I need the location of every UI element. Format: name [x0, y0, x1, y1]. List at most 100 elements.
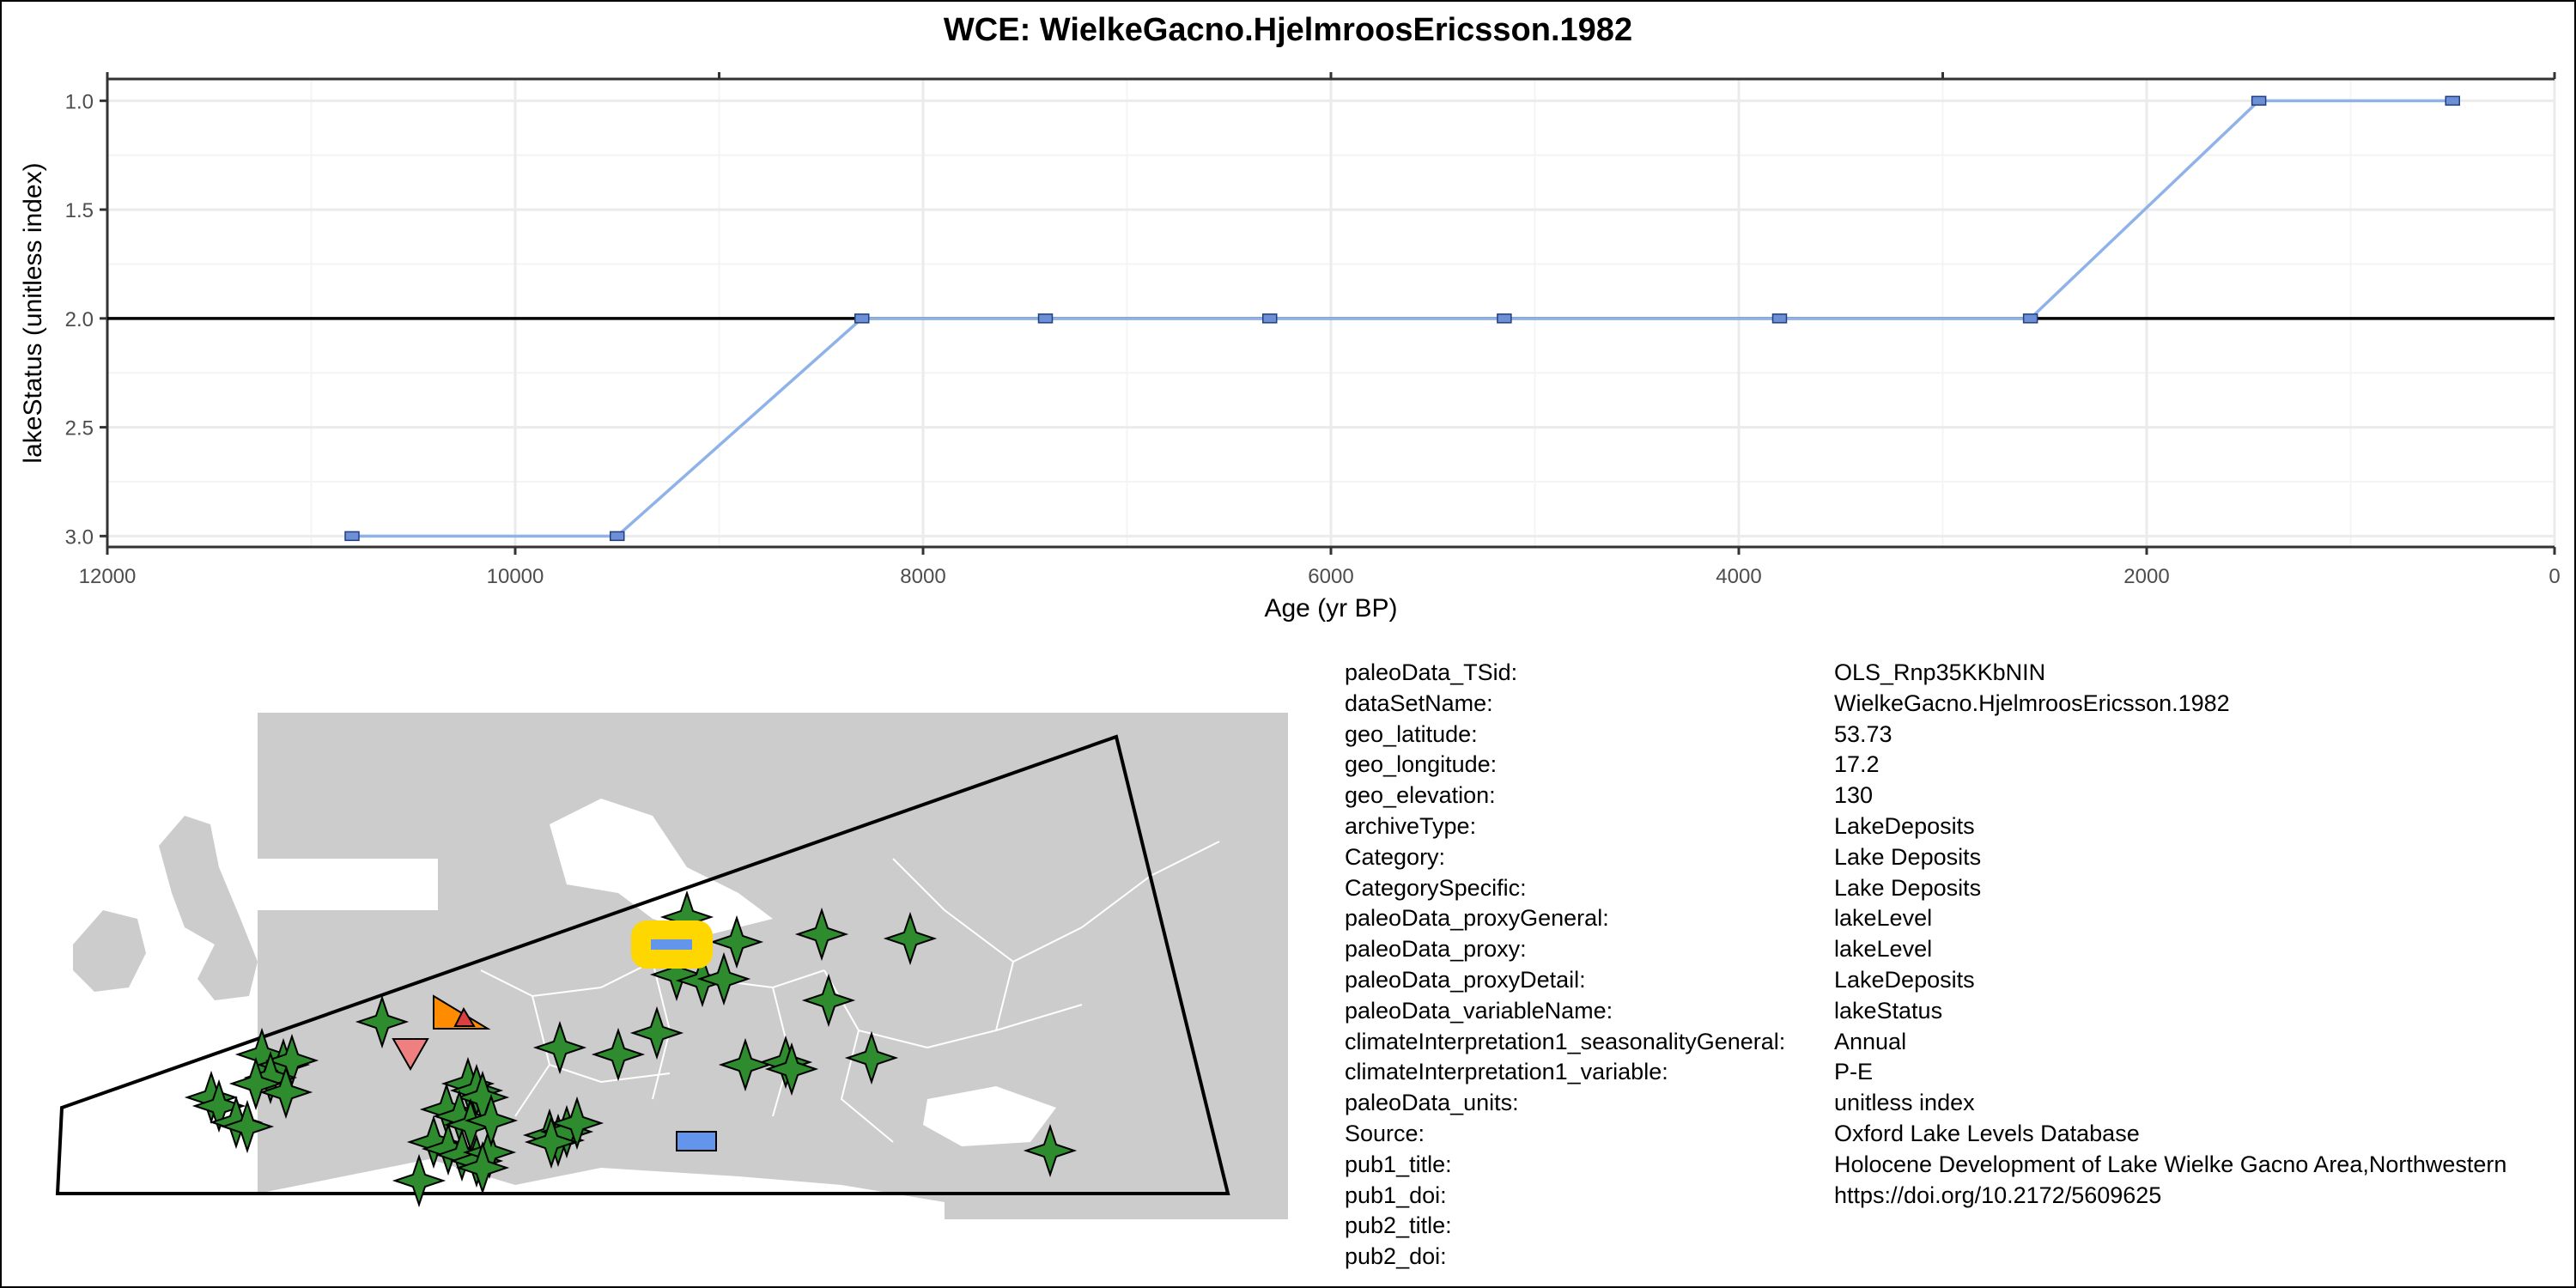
metadata-key: pub1_title: [1345, 1151, 1452, 1177]
site-star-marker [258, 1065, 313, 1120]
metadata-key: climateInterpretation1_variable: [1345, 1059, 1668, 1085]
x-tick-label: 10000 [487, 565, 544, 588]
metadata-row: climateInterpretation1_variable: P-E [1345, 1057, 2573, 1088]
site-star-marker [464, 1093, 519, 1148]
metadata-value: 53.73 [1834, 720, 1893, 747]
metadata-row: climateInterpretation1_seasonalityGenera… [1345, 1027, 2573, 1058]
metadata-row: Source: Oxford Lake Levels Database [1345, 1119, 2573, 1150]
metadata-row: paleoData_TSid: OLS_Rnp35KKbNIN [1345, 658, 2573, 689]
metadata-value: Holocene Development of Lake Wielke Gacn… [1834, 1151, 2507, 1177]
site-star-marker [591, 1027, 646, 1082]
metadata-row: Category: Lake Deposits [1345, 842, 2573, 873]
data-point [2022, 313, 2038, 324]
red-triangle-marker [453, 1006, 476, 1027]
current-site-marker [651, 939, 692, 950]
metadata-row: pub2_title: [1345, 1211, 2573, 1242]
y-axis-title: lakeStatus (unitless index) [19, 162, 47, 463]
site-star-marker [184, 1070, 239, 1125]
metadata-value: https://doi.org/10.2172/5609625 [1834, 1182, 2162, 1208]
site-star-marker [649, 947, 704, 1002]
metadata-row: paleoData_proxy: lakeLevel [1345, 934, 2573, 965]
metadata-value: LakeDeposits [1834, 966, 1975, 993]
metadata-value: lakeLevel [1834, 936, 1933, 963]
x-tick-label: 6000 [1308, 565, 1353, 588]
sea-north [258, 859, 438, 910]
y-tick-label: 2.5 [65, 417, 94, 440]
metadata-key: paleoData_proxy: [1345, 936, 1527, 963]
metadata-row: dataSetName: WielkeGacno.HjelmroosEricsso… [1345, 689, 2573, 720]
site-star-marker [696, 951, 751, 1006]
sea-baltic [550, 799, 773, 936]
land-ireland [73, 910, 146, 992]
site-star-marker [709, 914, 764, 969]
x-tick-label: 0 [2549, 565, 2560, 588]
series-line [352, 99, 2453, 538]
x-tick-label: 2000 [2123, 565, 2169, 588]
metadata-key: pub2_title: [1345, 1212, 1452, 1239]
x-axis-title: Age (yr BP) [1264, 594, 1397, 623]
data-point [344, 531, 360, 542]
site-star-marker [392, 1153, 447, 1208]
site-star-marker [355, 994, 410, 1049]
metadata-row: paleoData_units: unitless index [1345, 1088, 2573, 1119]
metadata-value: P-E [1834, 1059, 1874, 1085]
metadata-key: paleoData_TSid: [1345, 659, 1518, 685]
site-star-marker [455, 1140, 510, 1195]
site-star-marker [532, 1020, 587, 1075]
orange-triangle-marker [433, 994, 491, 1030]
axes: 12000 10000 8000 6000 4000 2000 0 1.0 1.5 2.0 2.5 3… [65, 90, 2561, 588]
site-star-marker [462, 1125, 517, 1180]
data-point [610, 531, 625, 542]
site-star-marker [228, 1056, 283, 1111]
x-tick-label: 12000 [79, 565, 137, 588]
metadata-value: 130 [1834, 782, 1874, 809]
metadata-row: pub1_doi: https://doi.org/10.2172/5609625 [1345, 1181, 2573, 1212]
site-star-marker [764, 1042, 819, 1097]
metadata-row: CategorySpecific: Lake Deposits [1345, 873, 2573, 904]
y-tick-label: 1.0 [65, 90, 94, 113]
metadata-row: paleoData_proxyDetail: LakeDeposits [1345, 965, 2573, 996]
site-star-marker [801, 973, 856, 1028]
site-star-marker [191, 1078, 246, 1133]
metadata-value: Lake Deposits [1834, 874, 1982, 901]
metadata-key: paleoData_proxyDetail: [1345, 966, 1586, 993]
metadata-row: geo_longitude: 17.2 [1345, 750, 2573, 781]
metadata-key: geo_longitude: [1345, 751, 1498, 778]
metadata-key: pub2_doi: [1345, 1243, 1447, 1270]
site-map [55, 713, 1288, 1219]
site-star-marker [883, 911, 938, 966]
metadata-key: archiveType: [1345, 812, 1477, 839]
site-markers [184, 890, 1078, 1208]
metadata-key: paleoData_units: [1345, 1090, 1519, 1116]
site-star-marker [629, 1005, 684, 1060]
site-star-marker [794, 907, 849, 962]
lake-status-chart: 12000 10000 8000 6000 4000 2000 0 1.0 1.5 2.0 2.5 3… [19, 72, 2561, 623]
x-tick-label: 4000 [1716, 565, 1761, 588]
land-british-isles [159, 816, 258, 1000]
metadata-row: paleoData_variableName: lakeStatus [1345, 996, 2573, 1027]
x-tick-label: 8000 [900, 565, 945, 588]
metadata-key: dataSetName: [1345, 690, 1493, 716]
y-tick-label: 2.0 [65, 308, 94, 331]
metadata-value: lakeStatus [1834, 997, 1943, 1024]
metadata-value: lakeLevel [1834, 905, 1933, 932]
metadata-table: paleoData_TSid: OLS_Rnp35KKbNIN dataSetNam… [1345, 658, 2573, 1273]
metadata-key: paleoData_variableName: [1345, 997, 1613, 1024]
data-point [2251, 95, 2267, 106]
metadata-row: geo_latitude: 53.73 [1345, 720, 2573, 750]
data-point [1037, 313, 1054, 324]
metadata-key: climateInterpretation1_seasonalityGenera… [1345, 1028, 1786, 1054]
metadata-value: WielkeGacno.HjelmroosEricsson.1982 [1834, 690, 2230, 716]
data-point [854, 313, 870, 324]
metadata-value: Oxford Lake Levels Database [1834, 1120, 2140, 1146]
metadata-row: geo_elevation: 130 [1345, 781, 2573, 811]
metadata-row: pub1_title: Holocene Development of Lake … [1345, 1150, 2573, 1181]
chart-title: WCE: WielkeGacno.HjelmroosEricsson.1982 [943, 12, 1633, 48]
metadata-key: geo_latitude: [1345, 720, 1478, 747]
site-star-marker [1023, 1123, 1078, 1178]
metadata-row: paleoData_proxyGeneral: lakeLevel [1345, 903, 2573, 934]
pink-down-triangle-marker [392, 1038, 429, 1072]
metadata-value: OLS_Rnp35KKbNIN [1834, 659, 2046, 685]
site-star-marker [220, 1099, 275, 1154]
